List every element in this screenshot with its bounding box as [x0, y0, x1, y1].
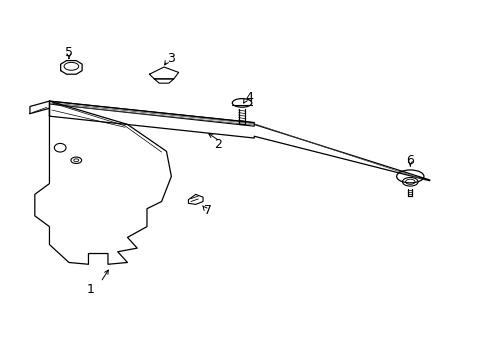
Polygon shape	[35, 101, 171, 264]
Polygon shape	[61, 60, 82, 74]
Polygon shape	[30, 101, 49, 114]
Text: 5: 5	[65, 46, 73, 59]
Polygon shape	[49, 101, 429, 181]
Text: 2: 2	[213, 138, 221, 150]
Text: 3: 3	[167, 51, 175, 64]
Text: 7: 7	[203, 204, 211, 217]
Text: 1: 1	[87, 283, 95, 296]
Polygon shape	[149, 67, 178, 79]
Text: 6: 6	[406, 154, 413, 167]
Text: 4: 4	[245, 91, 253, 104]
Polygon shape	[154, 79, 173, 83]
Polygon shape	[49, 101, 254, 126]
Polygon shape	[188, 194, 203, 204]
